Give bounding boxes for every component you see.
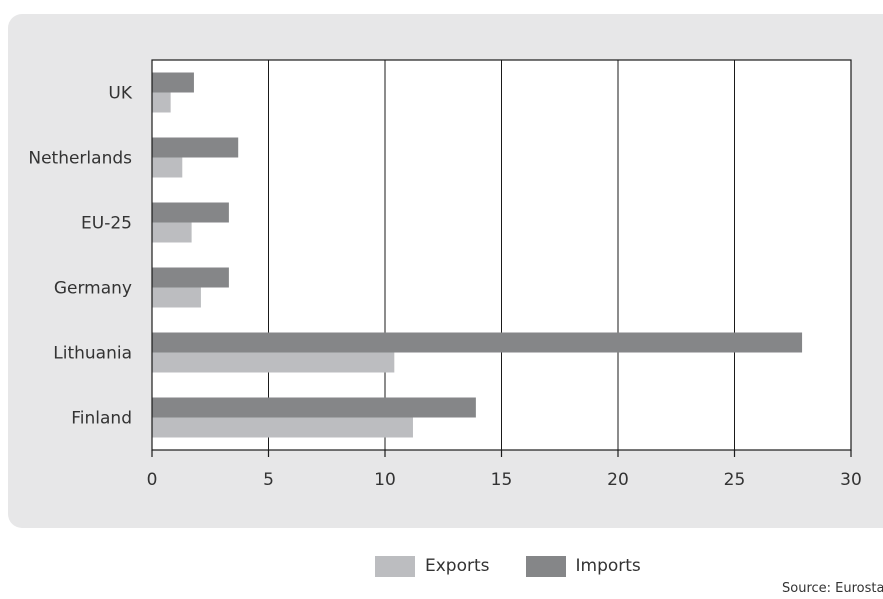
exports-bar bbox=[152, 287, 201, 308]
x-tick-label: 20 bbox=[607, 470, 629, 490]
bar-chart: UK Netherlands EU-25 Germany Lithuania Finlan… bbox=[28, 59, 862, 490]
exports-bar bbox=[152, 157, 183, 178]
source-note: Source: Eurosta bbox=[782, 581, 883, 596]
legend-item-imports: Imports bbox=[525, 555, 641, 577]
y-tick-label: EU-25 bbox=[81, 214, 132, 234]
imports-bar bbox=[152, 202, 229, 223]
imports-bar bbox=[152, 72, 194, 93]
y-tick-label: Germany bbox=[54, 279, 132, 299]
chart-legend: Exports Imports bbox=[375, 553, 677, 579]
imports-label: Imports bbox=[575, 556, 641, 576]
exports-bar bbox=[152, 352, 395, 373]
exports-bar bbox=[152, 92, 171, 113]
x-tick-label: 25 bbox=[724, 470, 746, 490]
x-tick-label: 10 bbox=[374, 470, 396, 490]
imports-swatch bbox=[525, 555, 566, 577]
x-tick-label: 30 bbox=[840, 470, 862, 490]
y-tick-label: Lithuania bbox=[53, 344, 132, 364]
exports-bar bbox=[152, 222, 192, 243]
imports-bar bbox=[152, 332, 803, 353]
y-tick-label: Finland bbox=[71, 409, 132, 429]
y-tick-label: UK bbox=[108, 84, 132, 104]
exports-bar bbox=[152, 417, 413, 438]
x-tick-label: 0 bbox=[147, 470, 158, 490]
imports-bar bbox=[152, 397, 476, 418]
imports-bar bbox=[152, 137, 239, 158]
imports-bar bbox=[152, 267, 229, 288]
x-tick-label: 5 bbox=[263, 470, 274, 490]
exports-swatch bbox=[375, 555, 415, 577]
legend-item-exports: Exports bbox=[375, 555, 490, 577]
exports-label: Exports bbox=[425, 556, 490, 576]
x-tick-label: 15 bbox=[491, 470, 513, 490]
y-tick-label: Netherlands bbox=[28, 149, 132, 169]
